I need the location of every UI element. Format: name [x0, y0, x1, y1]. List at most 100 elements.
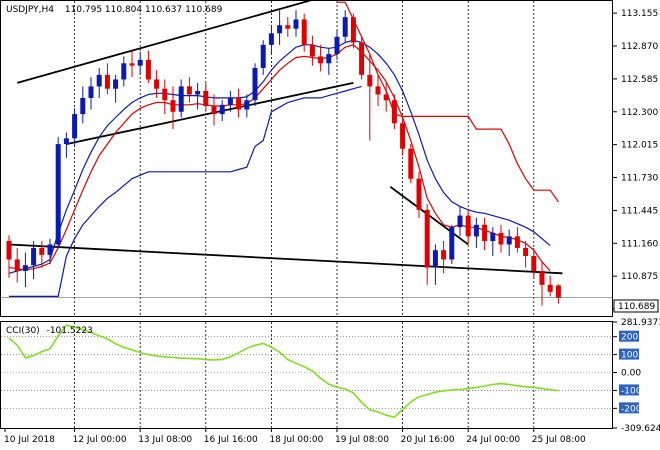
x-tick-label: 10 Jul 2018	[4, 435, 55, 445]
candle-body	[457, 215, 463, 228]
candle-body	[391, 100, 397, 124]
x-tick-label: 20 Jul 16:00	[401, 435, 455, 445]
y-tick-label: 111.160	[621, 239, 658, 249]
candle-body	[244, 100, 250, 110]
candle-body	[547, 284, 553, 292]
candle-body	[309, 44, 315, 57]
candle-body	[424, 209, 430, 268]
candle-body	[236, 97, 242, 110]
x-tick-label: 19 Jul 08:00	[335, 435, 389, 445]
candle-body	[260, 44, 266, 68]
candle-body	[129, 63, 135, 66]
candle-body	[326, 54, 332, 64]
candle-body	[170, 100, 176, 112]
candle-body	[449, 227, 455, 260]
x-tick-label: 12 Jul 00:00	[73, 435, 127, 445]
candle-body	[268, 33, 274, 45]
y-tick-label: 111.445	[621, 206, 658, 216]
indicator-line	[337, 1, 559, 203]
candle-body	[408, 148, 414, 179]
candle-body	[506, 236, 512, 245]
candle-body	[211, 106, 217, 115]
candle-body	[375, 86, 381, 95]
candle-body	[383, 94, 389, 101]
candle-body	[473, 224, 479, 237]
cci-level-lines	[1, 336, 612, 409]
candle-body	[22, 265, 28, 271]
y-tick-label: 112.585	[621, 75, 658, 85]
candle-body	[227, 97, 233, 105]
y-tick-label: 112.870	[621, 42, 658, 52]
candle-body	[219, 104, 225, 115]
cci-line	[8, 324, 559, 418]
candle-body	[432, 250, 438, 268]
candle-body	[539, 271, 545, 285]
candle-body	[400, 123, 406, 149]
candle-body	[465, 215, 471, 237]
candle-body	[72, 114, 78, 139]
indicator-line	[8, 44, 551, 272]
candle-body	[121, 63, 127, 80]
trend-lines	[8, 0, 563, 275]
candle-body	[6, 241, 12, 260]
candle-body	[482, 224, 488, 241]
current-price-tag: 110.689	[613, 299, 659, 313]
cci-y-tick-label: -100	[621, 386, 642, 396]
candle-body	[137, 59, 143, 66]
candle-body	[514, 236, 520, 248]
indicator-line	[8, 39, 551, 274]
cci-axis: 281.9371 200 100 0.00 -100 -200 -309.6249	[612, 318, 660, 434]
cci-line-group	[8, 324, 559, 418]
y-tick-label: 112.300	[621, 108, 658, 118]
candle-body	[523, 247, 529, 256]
trend-line	[8, 243, 563, 275]
candle-body	[63, 138, 69, 145]
candle-body	[285, 25, 291, 29]
candle-body	[88, 86, 94, 98]
candle-body	[367, 74, 373, 87]
cci-level-tag	[619, 330, 639, 342]
candle-body	[252, 67, 258, 101]
y-tick-label: 113.155	[621, 9, 658, 19]
main-plot-frame	[0, 0, 613, 317]
cci-name: CCI(30)	[6, 326, 40, 336]
trend-line	[66, 82, 354, 145]
candle-body	[39, 247, 45, 255]
cci-y-tick-label: 281.9371	[621, 318, 660, 328]
candle-body	[195, 91, 201, 95]
symbol-timeframe: USDJPY,H4	[6, 5, 54, 15]
candle-body	[14, 259, 20, 271]
moving-average-lines	[8, 1, 559, 297]
x-tick-label: 13 Jul 08:00	[138, 435, 192, 445]
y-tick-label: 112.015	[621, 141, 658, 151]
candle-body	[145, 59, 151, 80]
candles-group	[1, 10, 612, 306]
candle-body	[31, 247, 37, 266]
candle-body	[178, 86, 184, 112]
candle-body	[203, 91, 209, 106]
candle-body	[555, 285, 561, 298]
candle-body	[301, 19, 307, 45]
candle-body	[47, 244, 53, 255]
cci-level-tag	[619, 348, 639, 360]
candle-body	[277, 25, 283, 34]
cci-value: -101.5223	[47, 326, 93, 336]
cci-y-tick-label: 0.00	[621, 369, 641, 379]
candle-body	[498, 232, 504, 245]
candle-body	[342, 17, 348, 37]
cci-y-tick-label: 100	[621, 351, 638, 361]
candle-body	[55, 144, 61, 245]
vertical-grid	[74, 1, 535, 428]
cci-level-tag	[619, 384, 639, 396]
candle-body	[334, 36, 340, 55]
candle-body	[490, 232, 496, 241]
candle-body	[318, 56, 324, 64]
y-tick-label: 110.875	[621, 272, 658, 282]
time-axis: 10 Jul 2018 12 Jul 00:00 13 Jul 08:00 16 Ju…	[4, 428, 586, 445]
candle-body	[96, 74, 102, 87]
current-price-label: 110.689	[618, 302, 655, 312]
cci-plot-frame	[0, 321, 613, 429]
candle-body	[350, 17, 356, 43]
candle-body	[104, 74, 110, 89]
